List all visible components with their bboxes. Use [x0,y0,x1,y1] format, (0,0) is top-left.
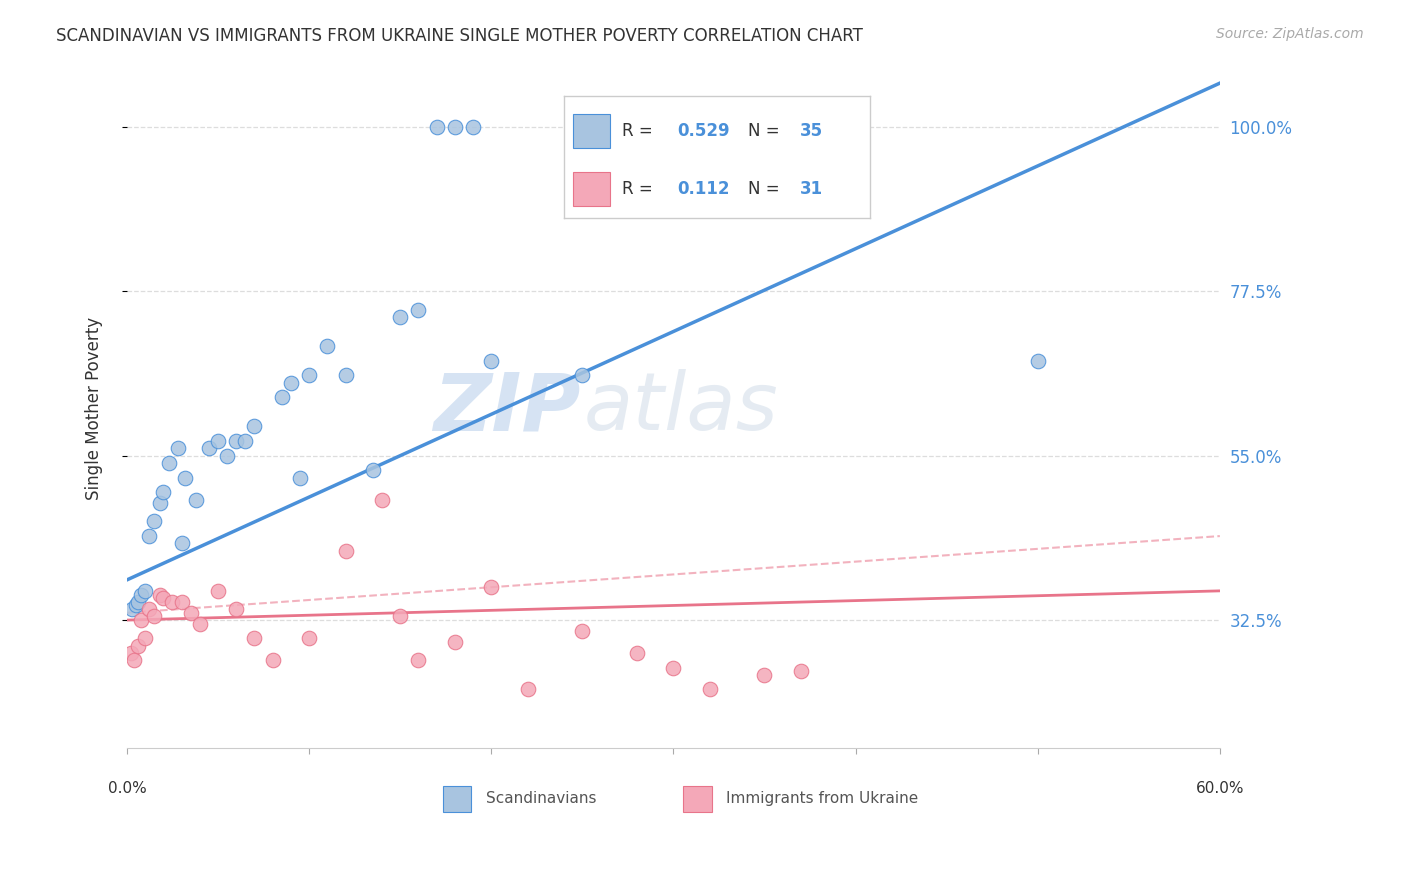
Point [443,635,465,649]
Point [699,682,721,697]
Point [361,463,384,477]
Point [335,543,357,558]
Point [389,310,412,324]
Point [754,668,776,682]
Point [131,587,153,601]
Point [262,653,284,667]
Point [316,339,339,353]
Point [188,616,211,631]
Point [152,591,174,606]
Point [371,492,394,507]
Point [143,515,166,529]
Text: Source: ZipAtlas.com: Source: ZipAtlas.com [1216,27,1364,41]
Point [408,653,430,667]
Point [217,449,239,463]
Point [243,419,266,434]
Point [170,536,193,550]
Text: SCANDINAVIAN VS IMMIGRANTS FROM UKRAINE SINGLE MOTHER POVERTY CORRELATION CHART: SCANDINAVIAN VS IMMIGRANTS FROM UKRAINE … [56,27,863,45]
Point [207,434,229,449]
Point [335,368,357,383]
Point [225,602,247,616]
Point [162,595,184,609]
Point [207,583,229,598]
Point [127,595,149,609]
Point [443,120,465,134]
Point [270,390,292,404]
Y-axis label: Single Mother Poverty: Single Mother Poverty [86,317,103,500]
Point [167,442,190,456]
Point [184,492,207,507]
Text: atlas: atlas [583,369,779,447]
Point [157,456,180,470]
Point [426,120,449,134]
Point [149,587,172,601]
Point [298,368,321,383]
Point [233,434,256,449]
Point [152,485,174,500]
Point [134,583,156,598]
Point [571,624,593,638]
Point [121,602,143,616]
Point [1026,353,1049,368]
Point [174,470,197,484]
Point [479,353,502,368]
Point [125,599,148,613]
Point [127,639,149,653]
Point [138,602,160,616]
Point [461,120,484,134]
Point [479,580,502,594]
Point [790,664,813,678]
Point [225,434,247,449]
Point [122,653,145,667]
Point [149,496,172,510]
Point [198,442,221,456]
Point [280,376,302,390]
Text: 60.0%: 60.0% [1195,780,1244,796]
Point [571,368,593,383]
Text: ZIP: ZIP [433,369,581,447]
Point [143,609,166,624]
Point [662,660,685,674]
Point [120,646,142,660]
Point [243,632,266,646]
Point [170,595,193,609]
Point [298,632,321,646]
Point [288,470,311,484]
Point [516,682,538,697]
Point [131,613,153,627]
Point [626,646,648,660]
Point [134,632,156,646]
Point [138,529,160,543]
Point [180,606,202,620]
Text: 0.0%: 0.0% [107,780,146,796]
Point [389,609,412,624]
Point [408,302,430,317]
